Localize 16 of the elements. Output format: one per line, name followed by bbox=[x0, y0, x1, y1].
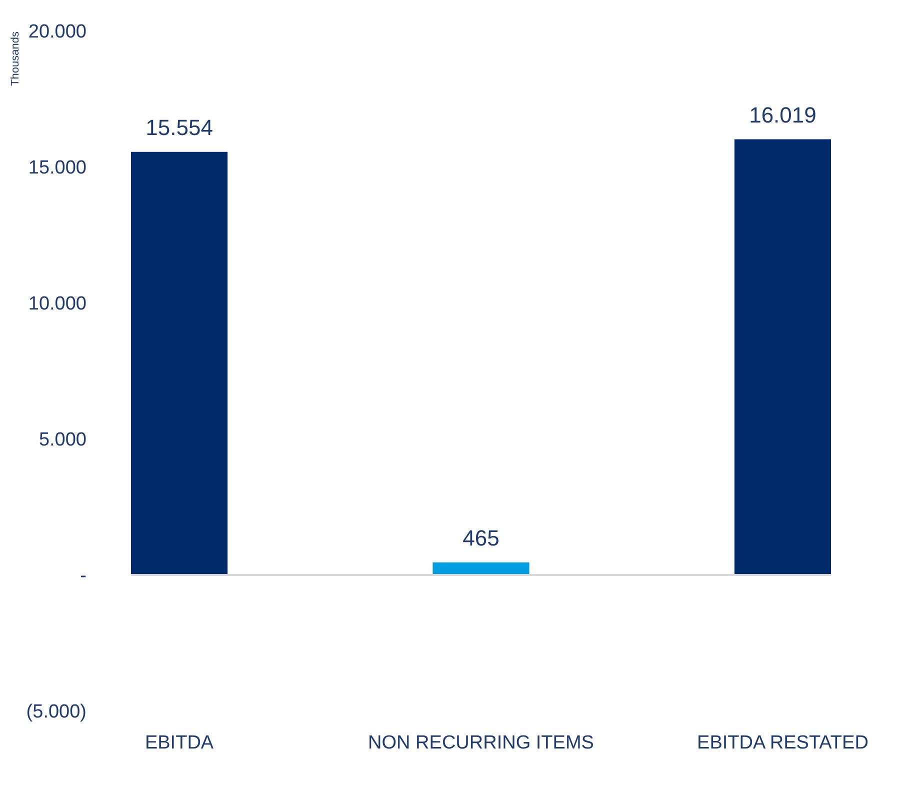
y-axis-title: Thousands bbox=[9, 31, 22, 86]
y-tick-label: 20.000 bbox=[28, 22, 86, 42]
x-tick-label: EBITDA RESTATED bbox=[697, 732, 868, 754]
bar bbox=[131, 152, 228, 575]
bar bbox=[734, 139, 831, 575]
bar bbox=[432, 562, 530, 575]
data-label: 16.019 bbox=[749, 102, 816, 128]
y-tick-label: (5.000) bbox=[26, 702, 86, 722]
y-tick-label: 15.000 bbox=[28, 158, 86, 178]
y-tick-label: - bbox=[80, 566, 86, 586]
y-tick-label: 5.000 bbox=[38, 430, 86, 450]
x-tick-label: EBITDA bbox=[144, 732, 214, 754]
data-label: 465 bbox=[462, 525, 500, 550]
data-label: 15.554 bbox=[146, 114, 213, 140]
x-tick-label: NON RECURRING ITEMS bbox=[368, 732, 594, 754]
y-tick-label: 10.000 bbox=[28, 294, 86, 314]
